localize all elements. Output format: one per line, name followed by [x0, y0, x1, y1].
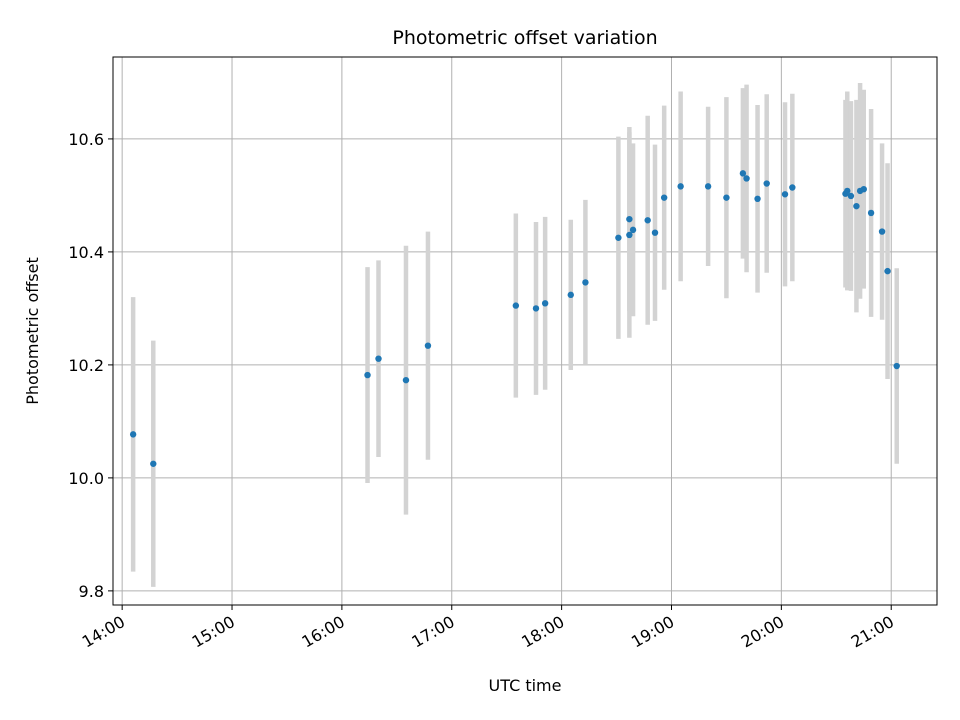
- data-point: [567, 291, 574, 299]
- data-point: [651, 229, 659, 236]
- data-point: [532, 305, 540, 312]
- data-point: [626, 215, 633, 223]
- data-point: [893, 362, 900, 370]
- plot-area: [113, 57, 937, 605]
- data-point: [375, 355, 382, 362]
- data-point: [723, 194, 730, 201]
- data-point: [743, 175, 750, 182]
- data-point: [789, 184, 796, 191]
- data-point: [781, 191, 789, 198]
- data-point: [853, 202, 860, 210]
- data-point: [424, 342, 432, 349]
- data-point: [644, 217, 651, 224]
- y-tick-label: 10.6: [68, 130, 104, 149]
- data-point: [364, 371, 371, 379]
- data-point: [512, 302, 520, 309]
- data-point: [677, 183, 684, 190]
- y-axis-label: Photometric offset: [23, 257, 42, 405]
- y-tick-label: 10.4: [68, 243, 104, 262]
- y-tick-label: 10.0: [68, 469, 104, 488]
- data-point: [847, 192, 855, 200]
- data-point: [860, 185, 867, 193]
- data-points: [129, 170, 900, 467]
- data-point: [626, 231, 633, 239]
- data-point: [129, 431, 137, 438]
- data-point: [615, 234, 622, 241]
- data-point: [660, 194, 668, 201]
- data-point: [763, 180, 770, 187]
- data-point: [402, 376, 410, 384]
- data-point: [739, 170, 747, 177]
- data-point: [878, 228, 886, 235]
- y-tick-label: 9.8: [79, 582, 104, 601]
- x-axis-label: UTC time: [489, 676, 562, 695]
- data-point: [150, 460, 157, 467]
- plot-frame: [112, 56, 938, 606]
- data-point: [867, 209, 875, 217]
- y-tick-label: 10.2: [68, 356, 104, 375]
- data-point: [629, 226, 637, 234]
- data-point: [582, 279, 589, 286]
- data-point: [754, 195, 761, 203]
- data-point: [704, 183, 712, 190]
- data-point: [884, 267, 891, 275]
- data-point: [541, 300, 549, 307]
- data-point: [844, 187, 851, 195]
- grid: [113, 57, 937, 605]
- chart-title: Photometric offset variation: [392, 27, 657, 49]
- y-axis-ticks: 9.8 10.0 10.2 10.4 10.6: [68, 130, 113, 601]
